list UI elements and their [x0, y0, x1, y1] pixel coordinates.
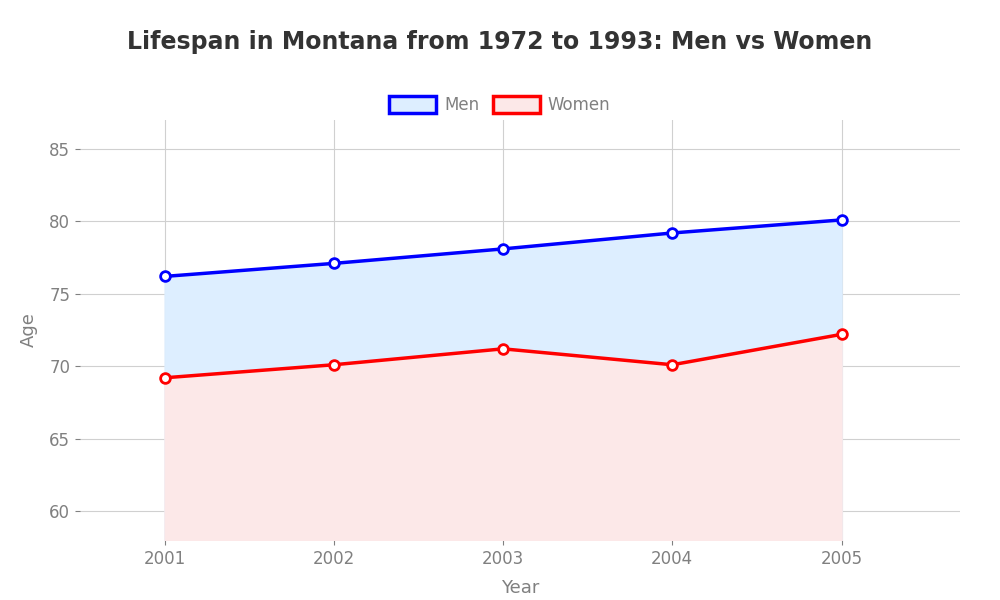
Women — [836, 331, 848, 338]
Men — [836, 217, 848, 224]
Line: Men: Men — [160, 215, 846, 281]
Men — [159, 273, 171, 280]
Line: Women: Women — [160, 329, 846, 383]
Women — [328, 361, 340, 368]
Women — [666, 361, 678, 368]
Women — [497, 345, 509, 352]
Men — [666, 229, 678, 236]
Y-axis label: Age: Age — [20, 313, 38, 347]
Men — [328, 260, 340, 267]
Women — [159, 374, 171, 382]
Legend: Men, Women: Men, Women — [383, 89, 617, 121]
X-axis label: Year: Year — [501, 579, 539, 597]
Men — [497, 245, 509, 253]
Text: Lifespan in Montana from 1972 to 1993: Men vs Women: Lifespan in Montana from 1972 to 1993: M… — [127, 30, 873, 54]
